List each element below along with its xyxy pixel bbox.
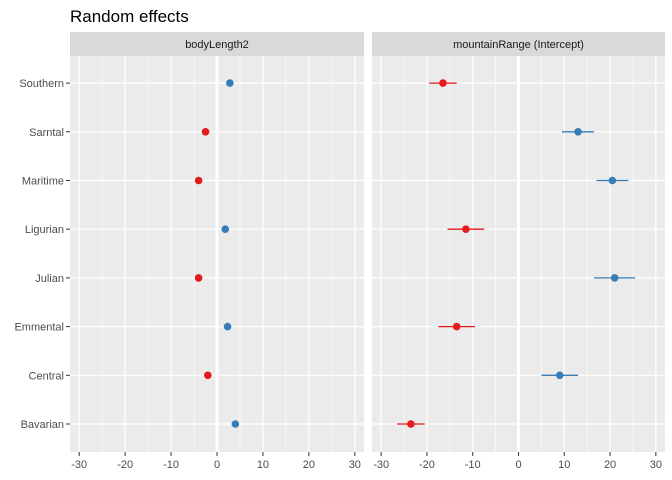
facet-strip-label-bodylength2: bodyLength2 (185, 39, 249, 51)
x-tick-label: 0 (515, 459, 521, 471)
y-tick-label-maritime: Maritime (22, 176, 64, 188)
point-bodylength2-maritime (194, 176, 203, 185)
x-tick-label: 0 (214, 459, 220, 471)
point-mountainrange-intercept-southern (439, 79, 447, 87)
x-tick-label: 20 (303, 459, 315, 471)
point-bodylength2-emmental (223, 322, 232, 331)
x-tick-label: 10 (558, 459, 570, 471)
point-mountainrange-intercept-maritime (608, 176, 617, 185)
point-mountainrange-intercept-emmental (452, 322, 461, 331)
y-tick-label-emmental: Emmental (14, 322, 64, 334)
x-tick-label: -10 (465, 459, 481, 471)
x-tick-label: -20 (419, 459, 435, 471)
y-tick-label-sarntal: Sarntal (29, 127, 64, 139)
facet-strip-bodylength2 (70, 32, 364, 56)
y-tick-label-ligurian: Ligurian (25, 224, 64, 236)
point-mountainrange-intercept-julian (610, 274, 619, 282)
facet-strip-mountainrange-intercept (372, 32, 665, 56)
x-tick-label: 20 (604, 459, 616, 471)
x-tick-label: 30 (650, 459, 662, 471)
point-bodylength2-bavarian (231, 420, 240, 428)
x-tick-label: 30 (349, 459, 361, 471)
y-tick-label-julian: Julian (35, 273, 64, 285)
point-bodylength2-southern (226, 79, 234, 87)
point-mountainrange-intercept-ligurian (462, 225, 470, 233)
x-tick-label: -10 (163, 459, 179, 471)
x-tick-label: -30 (71, 459, 87, 471)
y-tick-label-bavarian: Bavarian (21, 419, 64, 431)
point-mountainrange-intercept-sarntal (574, 128, 582, 136)
point-mountainrange-intercept-central (555, 371, 564, 380)
x-tick-label: 10 (257, 459, 269, 471)
facet-strip-label-mountainrange-intercept: mountainRange (Intercept) (453, 39, 584, 51)
chart-title: Random effects (70, 7, 189, 26)
x-tick-label: -30 (373, 459, 389, 471)
point-bodylength2-ligurian (221, 225, 230, 233)
point-bodylength2-julian (194, 274, 203, 282)
point-bodylength2-central (204, 371, 212, 380)
point-bodylength2-sarntal (201, 128, 210, 136)
x-tick-label: -20 (117, 459, 133, 471)
point-mountainrange-intercept-bavarian (407, 420, 415, 428)
y-tick-label-central: Central (29, 370, 64, 382)
y-tick-label-southern: Southern (19, 78, 64, 90)
